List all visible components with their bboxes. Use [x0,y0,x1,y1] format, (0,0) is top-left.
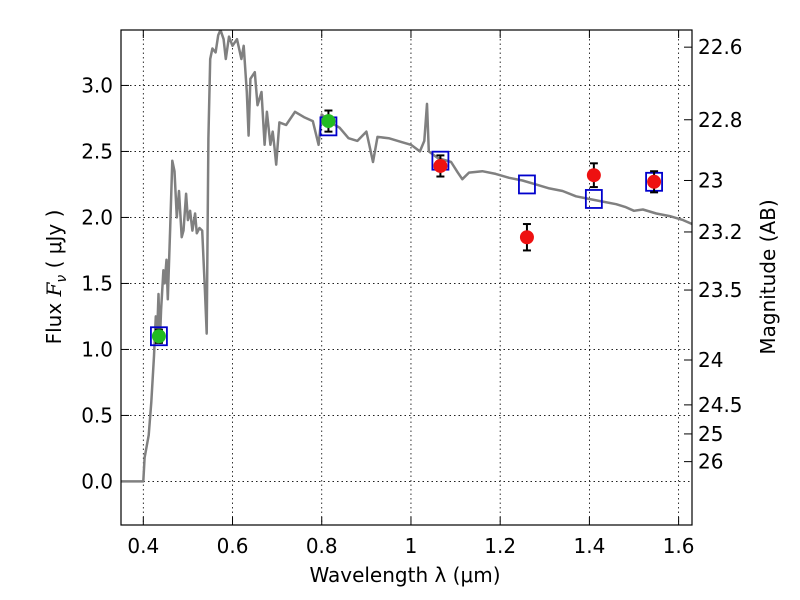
right-tick-label: 26 [698,450,723,474]
right-tick-label: 23.5 [698,278,743,302]
right-tick-label: 23.2 [698,220,743,244]
x-axis-label: Wavelength λ (μm) [309,563,500,587]
nir-point [586,168,601,183]
right-tick-label: 24 [698,348,723,372]
y-axis-label-text: Flux [42,296,66,344]
y-tick-label: 1.5 [81,271,113,295]
x-tick-label: 1 [405,534,418,558]
x-tick-label: 0.6 [217,534,249,558]
plot-area [121,30,692,483]
right-tick-label: 23 [698,168,723,192]
optical-point [321,114,336,129]
model-flux-box [584,189,603,209]
y-tick-label: 2.5 [81,139,113,163]
nir-point [433,158,448,173]
y-axis-label-units: ( μJy ) [42,210,66,275]
plot-frame [120,29,693,526]
template-spectrum-line [121,30,692,483]
model-flux-box [518,174,536,195]
y-tick-label: 0.5 [81,403,113,427]
right-tick-label: 25 [698,422,723,446]
y-axis-label-math: F [42,281,66,297]
model-flux-box [150,326,168,347]
grid [121,30,692,525]
y-axis-label-sub: ν [54,275,70,283]
y-axis-label-left: Flux Fν ( μJy ) [42,210,70,345]
right-tick-label: 22.8 [698,108,743,132]
y-axis-label-right: Magnitude (AB) [756,199,780,354]
right-tick-label: 24.5 [698,393,743,417]
y-tick-label: 3.0 [81,73,113,97]
optical-point [151,329,166,344]
x-tick-label: 1.2 [484,534,516,558]
x-tick-label: 0.4 [127,534,159,558]
x-tick-label: 0.8 [306,534,338,558]
x-tick-label: 1.4 [573,534,605,558]
axis-ticks: 0.4 0.6 0.8 1 1.2 1.4 1.6 0.0 0.5 1.0 1.5 2.0 2.5 3.0… [81,30,743,558]
nir-point [519,230,534,245]
y-tick-label: 0.0 [81,469,113,493]
nir-point [647,174,662,189]
y-tick-label: 2.0 [81,205,113,229]
right-tick-label: 22.6 [698,35,743,59]
x-tick-label: 1.6 [663,534,695,558]
y-tick-label: 1.0 [81,337,113,361]
